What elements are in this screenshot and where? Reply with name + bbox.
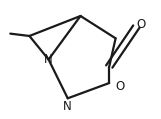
Text: N: N: [63, 100, 72, 113]
Text: O: O: [116, 80, 125, 93]
Text: O: O: [137, 18, 146, 31]
Text: N: N: [43, 53, 52, 66]
